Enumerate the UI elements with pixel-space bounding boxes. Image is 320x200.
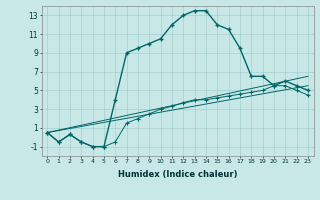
X-axis label: Humidex (Indice chaleur): Humidex (Indice chaleur): [118, 170, 237, 179]
